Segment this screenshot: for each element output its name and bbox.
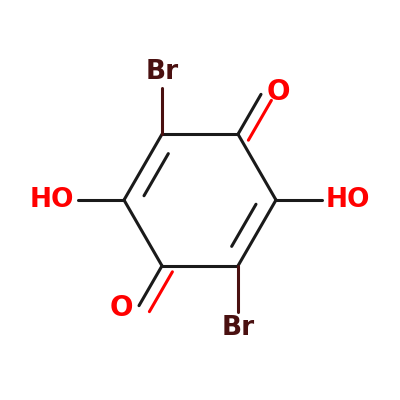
Text: Br: Br	[222, 315, 254, 341]
Text: HO: HO	[30, 187, 74, 213]
Text: O: O	[110, 294, 133, 322]
Text: HO: HO	[326, 187, 370, 213]
Text: O: O	[267, 78, 290, 106]
Text: Br: Br	[146, 59, 178, 85]
